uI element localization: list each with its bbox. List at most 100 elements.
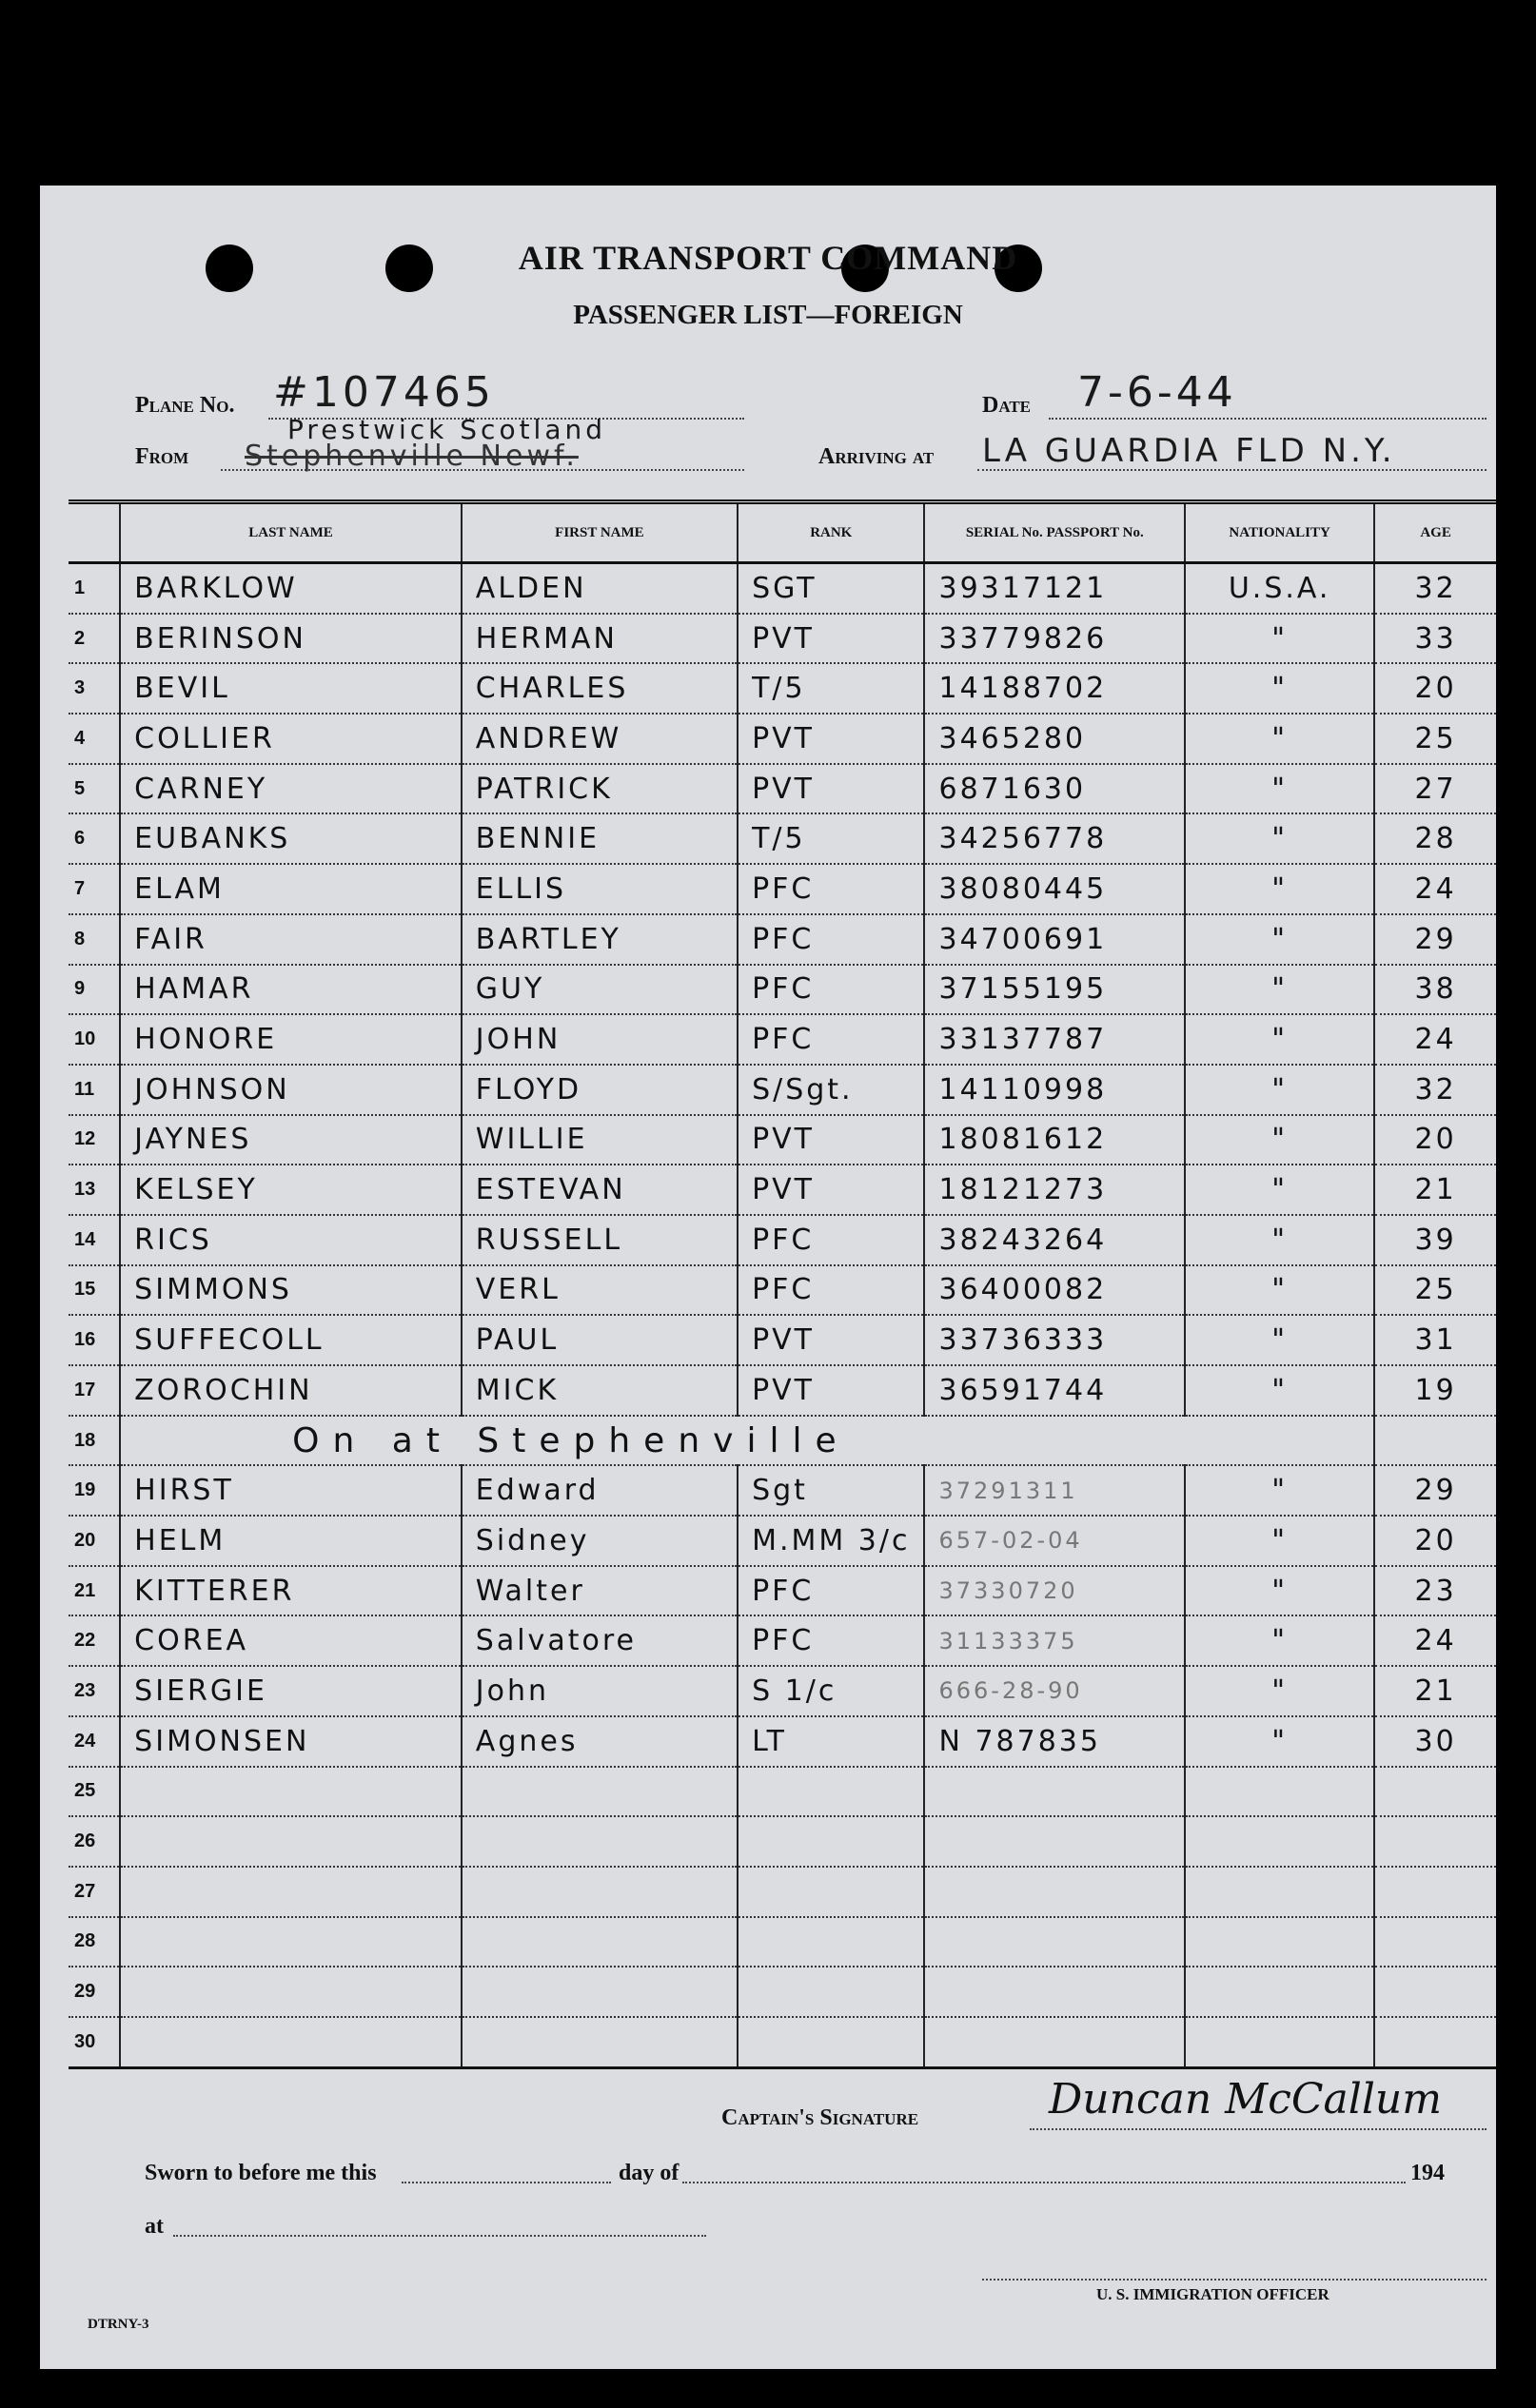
age-cell: 20 — [1373, 1114, 1496, 1166]
row-number-cell: 6 — [69, 813, 121, 866]
last-name-cell: KITTERER — [119, 1565, 462, 1617]
table-row: 29 — [69, 1967, 1496, 2018]
nationality-cell — [1184, 1866, 1375, 1918]
last-name-cell: ELAM — [119, 864, 462, 915]
last-name-cell: JOHNSON — [119, 1064, 462, 1116]
row-number-cell: 19 — [69, 1465, 121, 1517]
first-name-cell: HERMAN — [460, 613, 738, 665]
nationality-cell: " — [1184, 1264, 1375, 1317]
nationality-cell: " — [1184, 613, 1375, 665]
first-name-cell — [460, 2016, 738, 2069]
serial-no-cell: 14110998 — [923, 1064, 1186, 1116]
age-cell — [1373, 2016, 1496, 2069]
age-cell — [1373, 1916, 1496, 1968]
rank-cell: PFC — [737, 1615, 925, 1668]
nationality-cell: " — [1184, 1565, 1375, 1617]
last-name-cell: BEVIL — [119, 663, 462, 715]
nationality-header: NATIONALITY — [1184, 499, 1375, 564]
arriving-label: Arriving at — [818, 444, 935, 469]
rank-cell — [737, 1866, 925, 1918]
row-number-cell: 2 — [69, 613, 121, 665]
last-name-cell: HONORE — [119, 1014, 462, 1066]
age-cell: 27 — [1373, 763, 1496, 815]
table-row: 10 HONORE JOHN PFC 33137787 " 24 — [69, 1014, 1496, 1066]
rank-cell: PVT — [737, 613, 925, 665]
sworn-day-line — [402, 2182, 611, 2183]
last-name-cell: KELSEY — [119, 1165, 462, 1216]
row-number-cell: 9 — [69, 964, 121, 1016]
age-cell: 29 — [1373, 1465, 1496, 1517]
nationality-cell: " — [1184, 1165, 1375, 1216]
rank-cell — [737, 2016, 925, 2069]
row-number-cell: 16 — [69, 1315, 121, 1366]
table-row: 13 KELSEY ESTEVAN PVT 18121273 " 21 — [69, 1165, 1496, 1216]
age-cell: 31 — [1373, 1315, 1496, 1366]
table-row: 11 JOHNSON FLOYD S/Sgt. 14110998 " 32 — [69, 1064, 1496, 1116]
age-cell: 20 — [1373, 1516, 1496, 1567]
row-number-cell: 15 — [69, 1264, 121, 1317]
rank-header: RANK — [737, 499, 925, 564]
last-name-cell — [119, 1967, 462, 2018]
first-name-cell: PATRICK — [460, 763, 738, 815]
table-row: 3 BEVIL CHARLES T/5 14188702 " 20 — [69, 663, 1496, 715]
age-cell: 20 — [1373, 663, 1496, 715]
rank-cell: T/5 — [737, 663, 925, 715]
age-cell: 23 — [1373, 1565, 1496, 1617]
nationality-cell: U.S.A. — [1184, 562, 1375, 615]
from-struck-value: Stephenville Newf. — [245, 440, 579, 473]
last-name-cell: SIERGIE — [119, 1666, 462, 1717]
nationality-cell: " — [1184, 1365, 1375, 1417]
serial-no-cell: 34256778 — [923, 813, 1186, 866]
first-name-cell: Agnes — [460, 1715, 738, 1768]
serial-no-cell: 33137787 — [923, 1014, 1186, 1066]
row-number-cell: 26 — [69, 1816, 121, 1868]
first-name-cell: VERL — [460, 1264, 738, 1317]
table-row: 12 JAYNES WILLIE PVT 18081612 " 20 — [69, 1114, 1496, 1166]
age-cell: 25 — [1373, 1264, 1496, 1317]
first-name-cell: WILLIE — [460, 1114, 738, 1166]
first-name-cell — [460, 1816, 738, 1868]
serial-no-cell: 36400082 — [923, 1264, 1186, 1317]
form-number: DTRNY-3 — [88, 2317, 149, 2332]
first-name-cell: GUY — [460, 964, 738, 1016]
rank-cell: PVT — [737, 1114, 925, 1166]
nationality-cell — [1184, 1967, 1375, 2018]
rank-cell: PVT — [737, 1165, 925, 1216]
rank-cell: PVT — [737, 763, 925, 815]
punch-hole — [385, 245, 433, 292]
row-number-cell: 27 — [69, 1866, 121, 1918]
rank-cell: PVT — [737, 1365, 925, 1417]
age-cell — [1373, 1816, 1496, 1868]
first-name-cell — [460, 1866, 738, 1918]
rank-cell: S/Sgt. — [737, 1064, 925, 1116]
row-number-cell: 4 — [69, 714, 121, 765]
row-number-cell: 13 — [69, 1165, 121, 1216]
rank-cell: PFC — [737, 913, 925, 966]
row-number-cell: 30 — [69, 2016, 121, 2069]
table-row: 27 — [69, 1866, 1496, 1918]
serial-no-header: SERIAL No. PASSPORT No. — [923, 499, 1186, 564]
nationality-cell: " — [1184, 1315, 1375, 1366]
last-name-cell: HAMAR — [119, 964, 462, 1016]
serial-no-cell: 18121273 — [923, 1165, 1186, 1216]
last-name-cell: COREA — [119, 1615, 462, 1668]
officer-label: U. S. IMMIGRATION OFFICER — [1096, 2285, 1329, 2303]
rank-cell: T/5 — [737, 813, 925, 866]
age-cell: 38 — [1373, 964, 1496, 1016]
last-name-cell — [119, 1766, 462, 1818]
row-number-cell: 3 — [69, 663, 121, 715]
row-number-cell: 1 — [69, 562, 121, 615]
table-row: 2 BERINSON HERMAN PVT 33779826 " 33 — [69, 613, 1496, 665]
last-name-cell: On at Stephenville — [119, 1415, 1375, 1467]
nationality-cell: " — [1184, 1666, 1375, 1717]
first-name-cell: ELLIS — [460, 864, 738, 915]
row-number-cell: 29 — [69, 1967, 121, 2018]
first-name-cell: Walter — [460, 1565, 738, 1617]
table-row: 20 HELM Sidney M.MM 3/c 657-02-04 " 20 — [69, 1516, 1496, 1567]
first-name-header: FIRST NAME — [460, 499, 738, 564]
nationality-cell — [1184, 1766, 1375, 1818]
passenger-table: LAST NAME FIRST NAME RANK SERIAL No. PASSPO… — [69, 499, 1496, 2069]
sworn-label: Sworn to before me this — [145, 2161, 377, 2185]
year-label: 194 — [1410, 2161, 1445, 2185]
form-subtitle: PASSENGER LIST—FOREIGN — [573, 300, 963, 330]
